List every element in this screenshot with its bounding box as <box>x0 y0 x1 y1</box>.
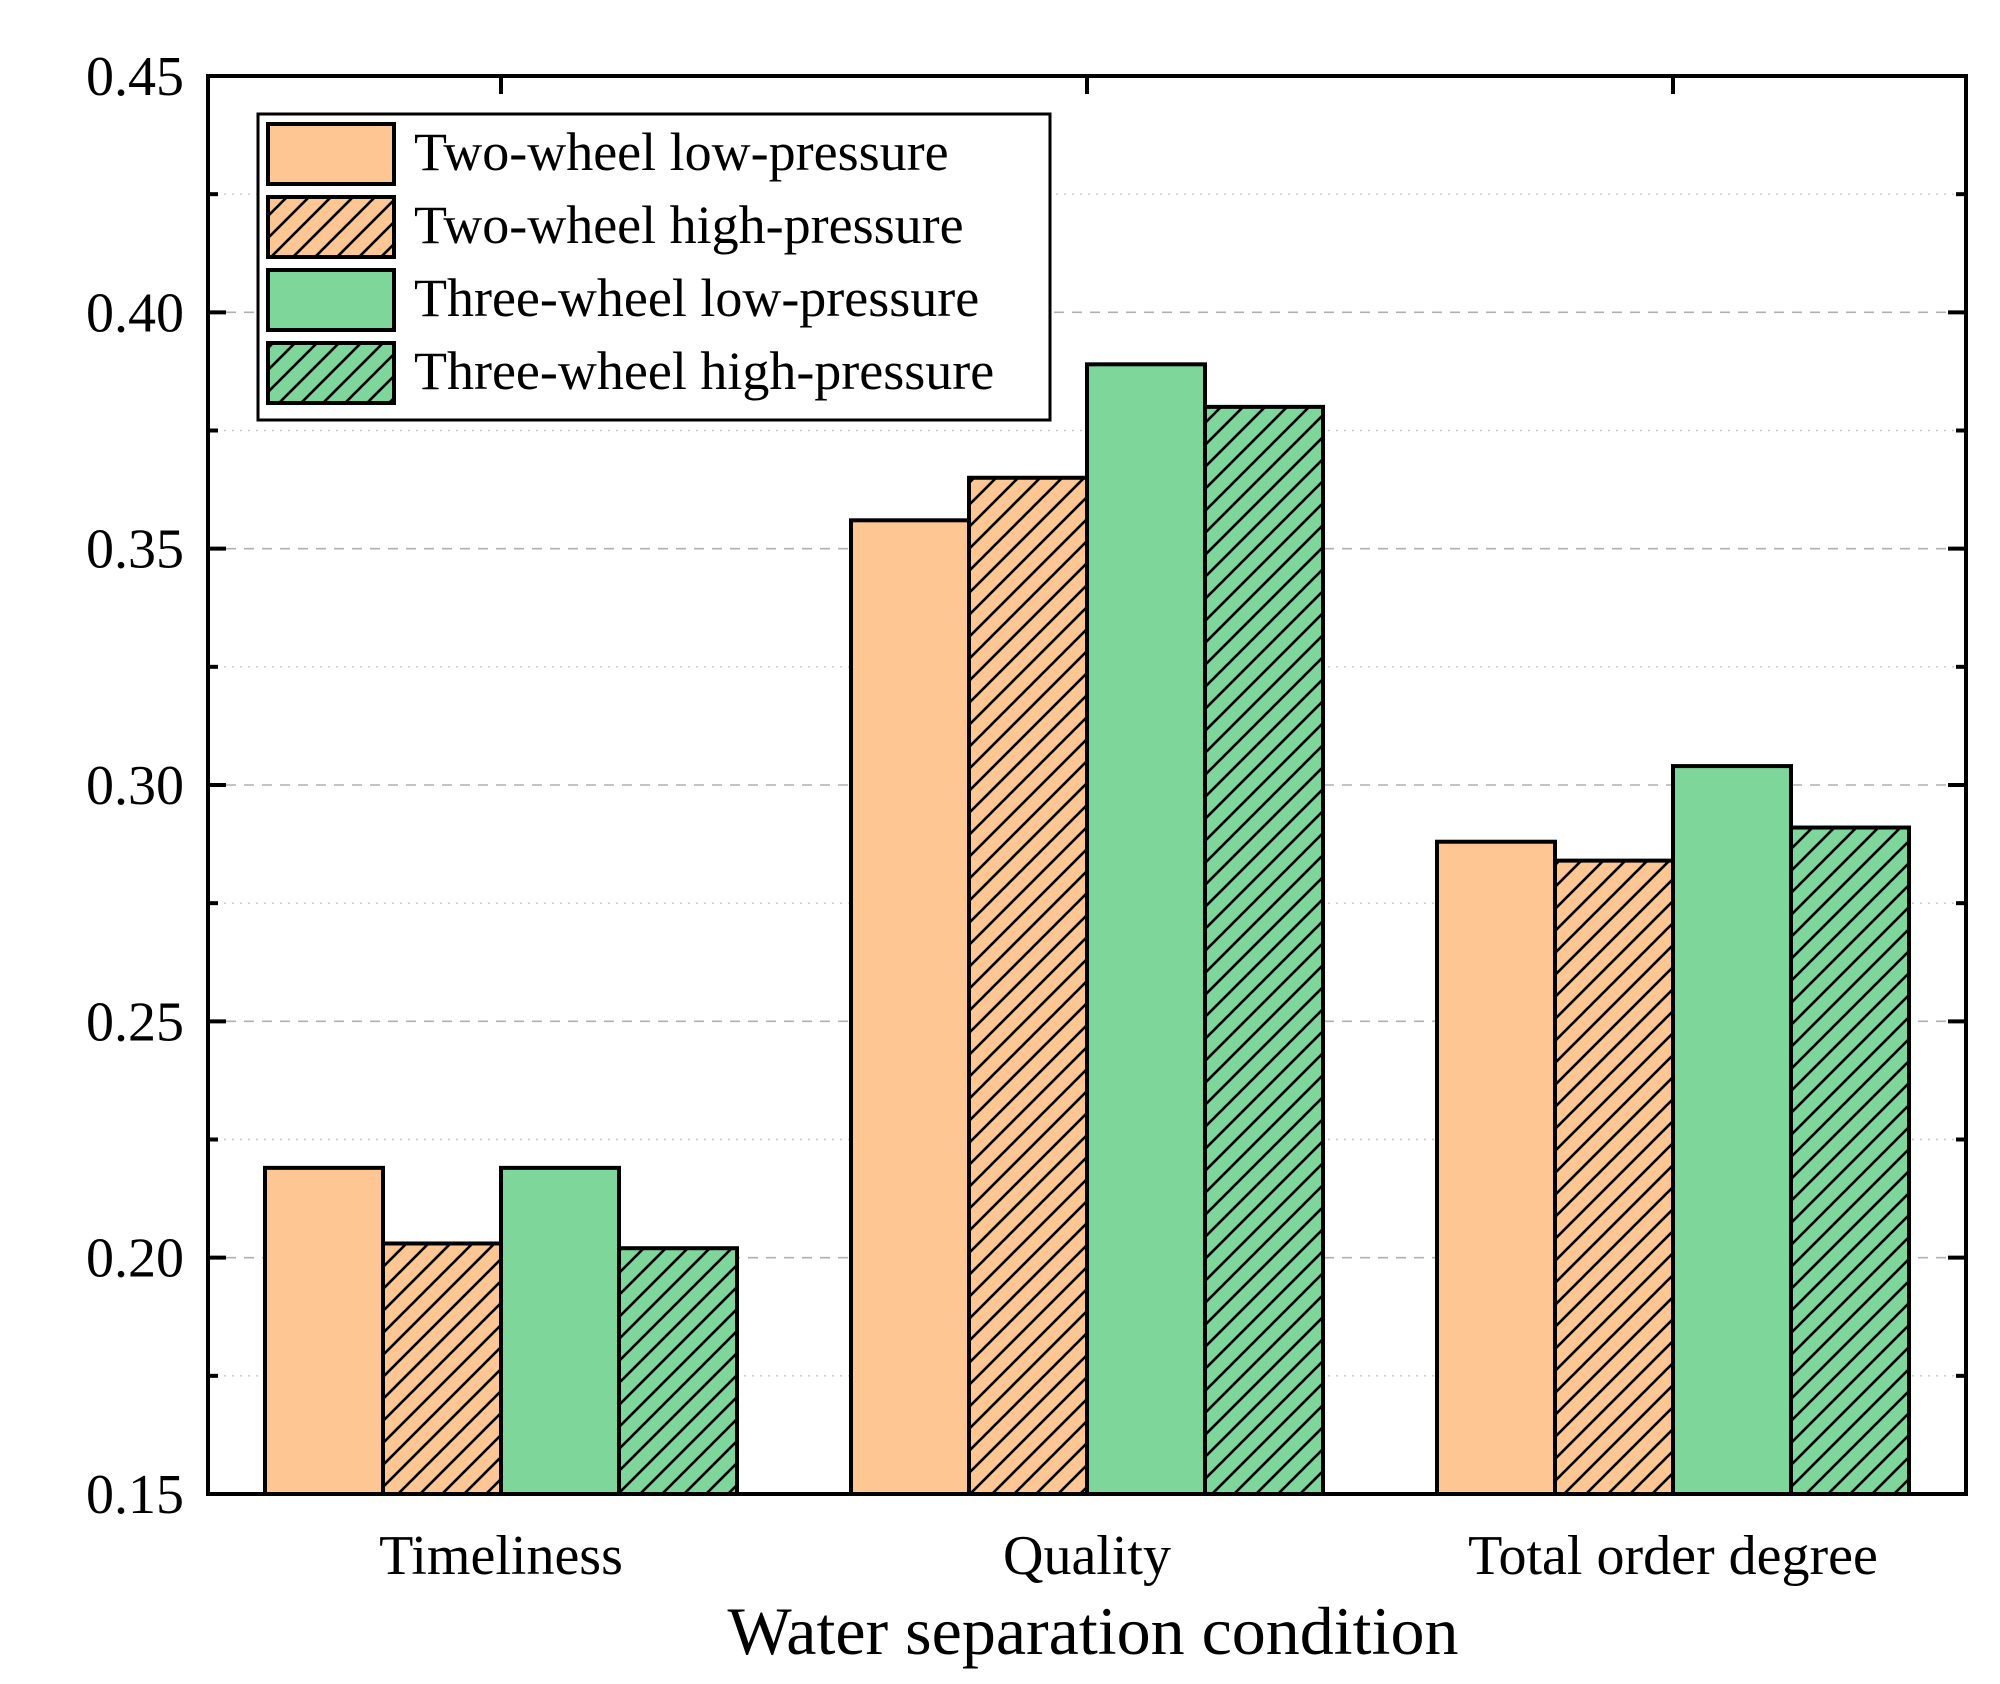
bar <box>1085 362 1207 1496</box>
bar-hatch <box>1791 827 1909 1494</box>
bar <box>1203 404 1325 1496</box>
legend-swatch-outline <box>266 341 396 405</box>
bar-hatch <box>619 1248 737 1494</box>
bar-fill <box>1673 766 1791 1494</box>
legend: Two-wheel low-pressure Two-wheel high-pre… <box>256 112 1052 422</box>
x-tick-label: Timeliness <box>379 1525 623 1587</box>
legend-label: Three-wheel low-pressure <box>414 268 979 328</box>
bar-fill <box>1087 364 1205 1494</box>
bar <box>499 1165 621 1496</box>
y-tick-label: 0.20 <box>86 1228 184 1290</box>
bar-hatch <box>1555 860 1673 1494</box>
bar-hatch <box>1205 406 1323 1494</box>
legend-label: Two-wheel low-pressure <box>414 122 949 182</box>
bar-hatch <box>383 1243 501 1494</box>
y-tick-label: 0.35 <box>86 519 184 581</box>
x-tick-label: Total order degree <box>1468 1525 1878 1587</box>
x-tick-label: Quality <box>1003 1525 1171 1587</box>
bar <box>1553 858 1675 1496</box>
bar <box>849 518 971 1496</box>
bar <box>967 475 1089 1496</box>
x-axis-tick-labels: Timeliness Quality Total order degree <box>379 1525 1878 1587</box>
legend-swatch-hatch <box>268 197 394 257</box>
legend-entry: Two-wheel low-pressure <box>266 122 949 186</box>
bar <box>617 1246 739 1497</box>
y-tick-label: 0.25 <box>86 991 184 1053</box>
legend-swatch <box>268 270 394 330</box>
legend-entry: Three-wheel high-pressure <box>266 341 994 405</box>
axis-ticks <box>208 74 1966 1496</box>
bar <box>1435 839 1557 1496</box>
legend-label: Two-wheel high-pressure <box>414 195 964 255</box>
legend-swatch-outline <box>266 122 396 186</box>
y-tick-label: 0.45 <box>86 46 184 108</box>
bar-fill <box>265 1167 383 1494</box>
y-axis-tick-labels: 0.15 0.20 0.25 0.30 0.35 0.40 0.45 <box>86 46 184 1526</box>
legend-swatch <box>268 124 394 184</box>
legend-entry: Two-wheel high-pressure <box>266 195 964 259</box>
y-tick-label: 0.15 <box>86 1464 184 1526</box>
bar-fill <box>501 1167 619 1494</box>
bar <box>381 1241 503 1497</box>
bar <box>263 1165 385 1496</box>
bar-fill <box>1437 841 1555 1494</box>
bar <box>1789 825 1911 1496</box>
bar-fill <box>851 520 969 1494</box>
legend-swatch-outline <box>266 268 396 332</box>
y-tick-label: 0.30 <box>86 755 184 817</box>
legend-swatch-hatch <box>268 343 394 403</box>
y-tick-label: 0.40 <box>86 282 184 344</box>
legend-label: Three-wheel high-pressure <box>414 341 994 401</box>
legend-swatch-outline <box>266 195 396 259</box>
bar-hatch <box>969 477 1087 1494</box>
bar <box>1671 764 1793 1496</box>
x-axis-title: Water separation condition <box>728 1593 1459 1669</box>
bars <box>263 362 1911 1497</box>
legend-entry: Three-wheel low-pressure <box>266 268 979 332</box>
